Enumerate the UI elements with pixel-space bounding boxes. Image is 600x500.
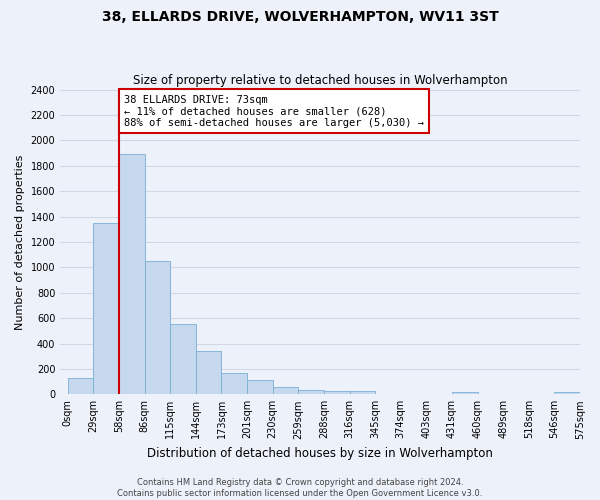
Bar xyxy=(350,391,375,394)
Text: 38 ELLARDS DRIVE: 73sqm
← 11% of detached houses are smaller (628)
88% of semi-d: 38 ELLARDS DRIVE: 73sqm ← 11% of detache… xyxy=(124,94,424,128)
Title: Size of property relative to detached houses in Wolverhampton: Size of property relative to detached ho… xyxy=(133,74,508,87)
Bar xyxy=(119,154,145,394)
Bar xyxy=(298,390,324,394)
Y-axis label: Number of detached properties: Number of detached properties xyxy=(15,154,25,330)
Bar xyxy=(221,374,247,394)
Bar xyxy=(196,351,221,395)
Bar xyxy=(452,392,478,394)
Text: Contains HM Land Registry data © Crown copyright and database right 2024.
Contai: Contains HM Land Registry data © Crown c… xyxy=(118,478,482,498)
X-axis label: Distribution of detached houses by size in Wolverhampton: Distribution of detached houses by size … xyxy=(147,447,493,460)
Bar xyxy=(170,324,196,394)
Text: 38, ELLARDS DRIVE, WOLVERHAMPTON, WV11 3ST: 38, ELLARDS DRIVE, WOLVERHAMPTON, WV11 3… xyxy=(101,10,499,24)
Bar xyxy=(554,392,580,394)
Bar xyxy=(68,378,94,394)
Bar xyxy=(273,386,298,394)
Bar xyxy=(145,261,170,394)
Bar xyxy=(324,391,350,394)
Bar xyxy=(94,223,119,394)
Bar xyxy=(247,380,273,394)
